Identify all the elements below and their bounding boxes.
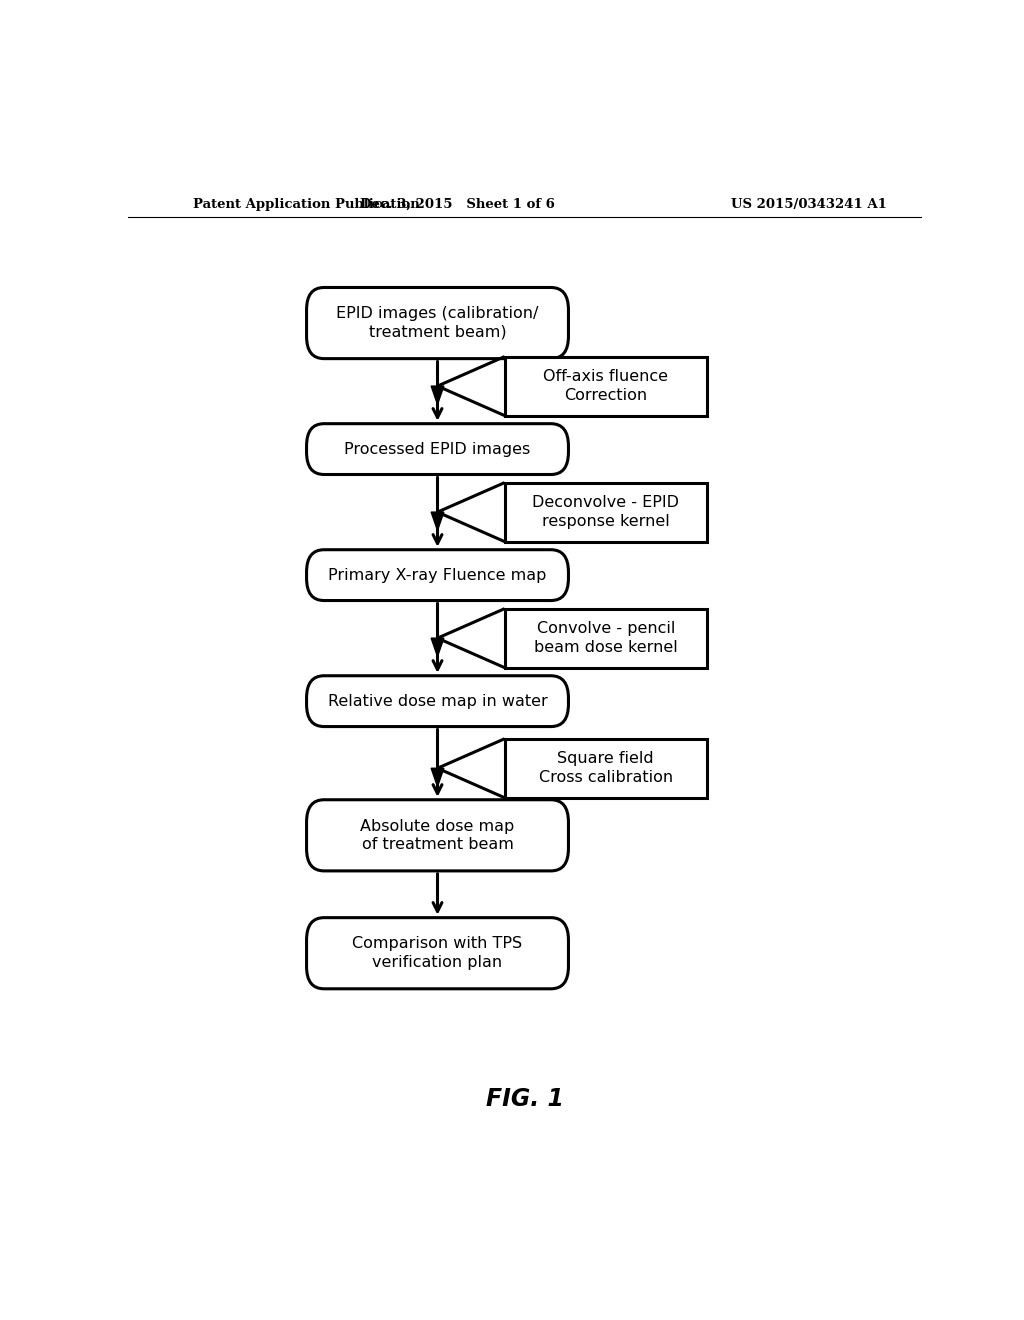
Text: Processed EPID images: Processed EPID images [344, 442, 530, 457]
FancyBboxPatch shape [306, 424, 568, 474]
FancyBboxPatch shape [505, 356, 707, 416]
Text: Patent Application Publication: Patent Application Publication [194, 198, 420, 211]
Text: Convolve - pencil
beam dose kernel: Convolve - pencil beam dose kernel [534, 622, 678, 655]
FancyBboxPatch shape [306, 549, 568, 601]
FancyBboxPatch shape [505, 609, 707, 668]
Text: Dec. 3, 2015   Sheet 1 of 6: Dec. 3, 2015 Sheet 1 of 6 [359, 198, 555, 211]
FancyBboxPatch shape [306, 800, 568, 871]
Text: FIG. 1: FIG. 1 [485, 1086, 564, 1110]
Text: Absolute dose map
of treatment beam: Absolute dose map of treatment beam [360, 818, 515, 853]
FancyBboxPatch shape [306, 917, 568, 989]
Polygon shape [431, 385, 443, 404]
Polygon shape [431, 768, 443, 787]
Text: EPID images (calibration/
treatment beam): EPID images (calibration/ treatment beam… [336, 306, 539, 339]
Text: Comparison with TPS
verification plan: Comparison with TPS verification plan [352, 936, 522, 970]
Polygon shape [431, 512, 443, 531]
FancyBboxPatch shape [505, 739, 707, 797]
Text: Deconvolve - EPID
response kernel: Deconvolve - EPID response kernel [532, 495, 679, 529]
Text: Primary X-ray Fluence map: Primary X-ray Fluence map [329, 568, 547, 582]
Text: Off-axis fluence
Correction: Off-axis fluence Correction [544, 370, 669, 403]
Polygon shape [431, 638, 443, 656]
Text: US 2015/0343241 A1: US 2015/0343241 A1 [731, 198, 887, 211]
FancyBboxPatch shape [306, 676, 568, 726]
Text: Relative dose map in water: Relative dose map in water [328, 693, 548, 709]
FancyBboxPatch shape [505, 483, 707, 541]
Text: Square field
Cross calibration: Square field Cross calibration [539, 751, 673, 785]
FancyBboxPatch shape [306, 288, 568, 359]
